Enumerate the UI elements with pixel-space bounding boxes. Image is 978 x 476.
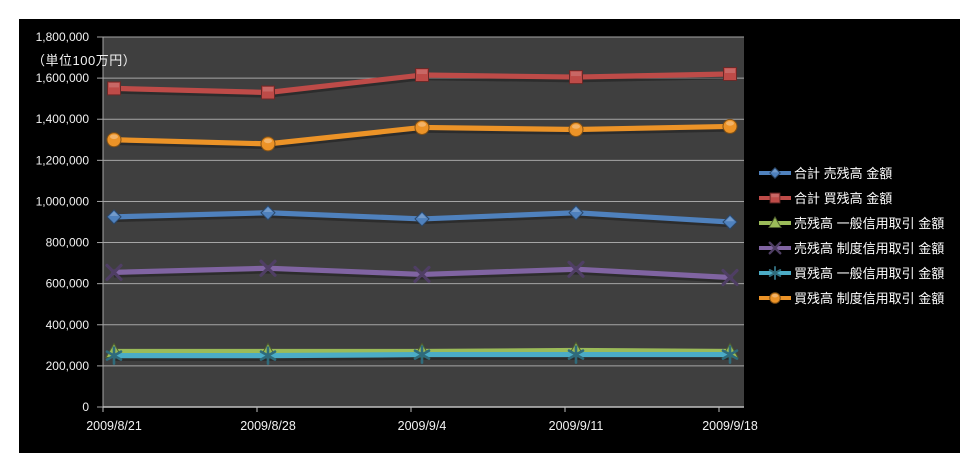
triangle-marker [768, 215, 782, 228]
marker-gloss [264, 138, 272, 144]
chart-legend: 合計 売残高 金額 合計 買残高 金額売残高 一般信用取引 金額 売残高 制度信用取… [757, 160, 944, 310]
axis-unit-label: （単位100万円） [32, 53, 137, 68]
marker-gloss [725, 216, 735, 222]
square-marker [569, 70, 583, 85]
y-axis-tick-label: 1,400,000 [36, 112, 90, 126]
circle-marker [414, 119, 430, 135]
x-axis-tick-label: 2009/8/28 [240, 419, 296, 433]
legend-label: 合計 売残高 金額 [794, 166, 893, 181]
marker-gloss [263, 87, 273, 92]
legend-item: 売残高 制度信用取引 金額 [757, 235, 944, 260]
legend-item: 買残高 一般信用取引 金額 [757, 260, 944, 285]
x-marker [105, 263, 123, 281]
diamond-marker [722, 214, 738, 230]
legend-label: 売残高 一般信用取引 金額 [794, 216, 945, 231]
marker-gloss [571, 207, 581, 212]
square-marker [769, 192, 781, 203]
square-marker [107, 81, 121, 96]
diamond-marker [260, 205, 276, 221]
marker-gloss [263, 207, 273, 212]
legend-item: 合計 買残高 金額 [757, 185, 944, 210]
chart-frame: 0 200,000 400,000 600,000 800,000 1,000,000 1,… [19, 19, 960, 453]
diamond-marker-icon [759, 166, 791, 179]
circle-marker [106, 132, 122, 148]
square-marker-icon [759, 192, 791, 203]
legend-item: 買残高 制度信用取引 金額 [757, 285, 944, 310]
square-marker [415, 68, 429, 83]
y-axis-tick-label: 1,200,000 [36, 153, 90, 167]
marker-gloss [571, 71, 581, 77]
y-axis-tick-label: 200,000 [46, 359, 90, 373]
marker-gloss [110, 134, 118, 140]
x-axis-tick-label: 2009/9/4 [398, 419, 447, 433]
marker-gloss [417, 213, 427, 219]
marker-gloss [418, 122, 426, 127]
marker-gloss [771, 193, 779, 197]
y-axis-tick-label: 600,000 [46, 277, 90, 291]
asterisk-marker [721, 345, 739, 364]
marker-gloss [772, 293, 778, 297]
asterisk-marker [105, 346, 123, 365]
asterisk-marker [259, 346, 277, 365]
y-axis-tick-label: 400,000 [46, 318, 90, 332]
legend-label: 買残高 制度信用取引 金額 [794, 291, 945, 306]
diamond-marker [769, 166, 781, 179]
y-axis-tick-label: 1,600,000 [36, 71, 90, 85]
square-marker [261, 85, 275, 100]
diamond-marker [106, 209, 122, 225]
x-marker [259, 259, 277, 277]
legend-item: 合計 売残高 金額 [757, 160, 944, 185]
legend-label: 売残高 制度信用取引 金額 [794, 241, 945, 256]
y-axis-tick-label: 0 [82, 400, 89, 414]
x-axis-tick-label: 2009/9/11 [549, 419, 604, 433]
legend-item: 売残高 一般信用取引 金額 [757, 210, 944, 235]
asterisk-marker [567, 345, 585, 364]
y-axis-tick-label: 1,800,000 [36, 30, 90, 44]
marker-gloss [417, 69, 427, 75]
line-chart-plot: 0 200,000 400,000 600,000 800,000 1,000,000 1,… [36, 30, 758, 433]
asterisk-marker [413, 345, 431, 364]
legend-label: 合計 買残高 金額 [794, 191, 893, 206]
x-axis-tick-label: 2009/9/18 [702, 419, 758, 433]
circle-marker [260, 136, 276, 152]
circle-marker [722, 118, 738, 134]
square-marker [723, 67, 737, 81]
y-axis-tick-label: 1,000,000 [36, 194, 90, 208]
diamond-marker [568, 205, 584, 221]
marker-gloss [572, 124, 580, 129]
triangle-marker-icon [759, 215, 791, 228]
marker-gloss [109, 82, 119, 88]
marker-gloss [109, 211, 119, 217]
y-axis-tick-label: 800,000 [46, 236, 90, 250]
x-marker [768, 241, 782, 254]
x-marker-icon [759, 241, 791, 254]
marker-gloss [725, 68, 735, 73]
x-marker [567, 260, 585, 278]
x-marker [721, 268, 739, 287]
asterisk-marker-icon [759, 265, 791, 280]
marker-gloss [771, 168, 779, 172]
x-marker [413, 265, 431, 284]
x-axis-tick-label: 2009/8/21 [86, 419, 142, 433]
diamond-marker [414, 211, 430, 227]
legend-label: 買残高 一般信用取引 金額 [794, 266, 945, 281]
circle-marker-icon [759, 291, 791, 304]
marker-gloss [726, 121, 734, 126]
circle-marker [769, 291, 781, 304]
circle-marker [568, 122, 584, 137]
asterisk-marker [768, 265, 782, 280]
